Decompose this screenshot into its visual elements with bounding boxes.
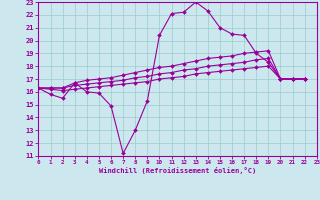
X-axis label: Windchill (Refroidissement éolien,°C): Windchill (Refroidissement éolien,°C) <box>99 167 256 174</box>
